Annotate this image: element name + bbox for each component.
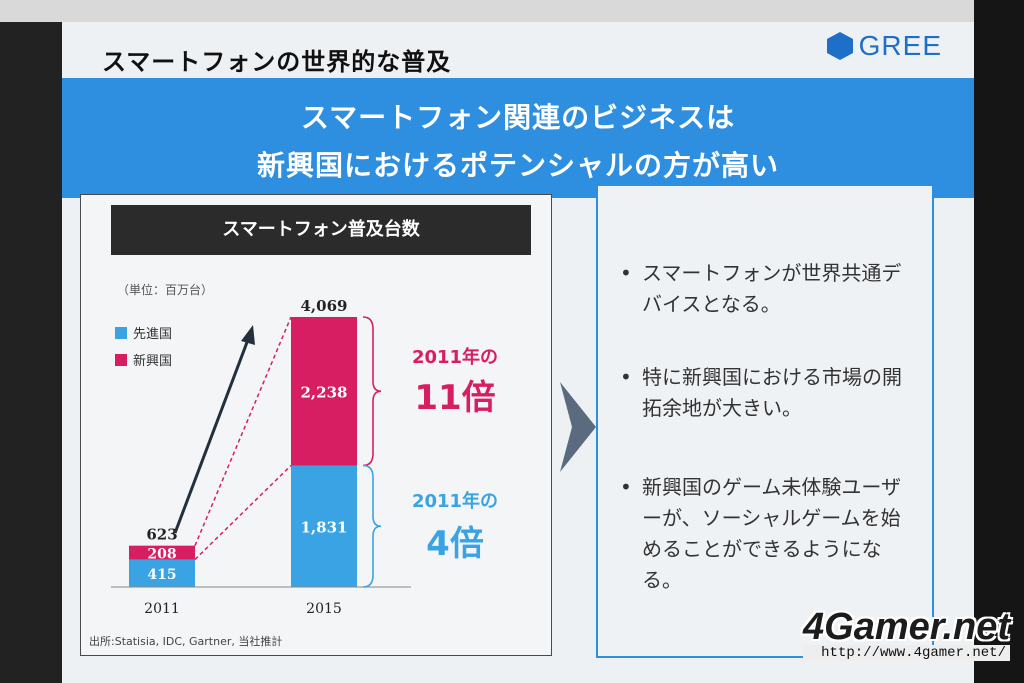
- connector-emerging-top: [194, 316, 292, 546]
- stacked-bar-chart: 415 208 623 2011 1,831 2,238 4,069 2015 2011年の 11…: [111, 297, 498, 617]
- bullet-panel: • スマートフォンが世界共通デバイスとなる。 • 特に新興国における市場の開拓余…: [596, 184, 934, 658]
- arrow-up-icon: [241, 325, 255, 345]
- annotation-developed-multiplier: 4倍: [426, 524, 484, 564]
- connector-emerging-bottom: [194, 464, 292, 560]
- bullet-text-1: スマートフォンが世界共通デバイスとなる。: [642, 261, 902, 316]
- data-label-developed-2011: 415: [147, 567, 176, 583]
- legend-label-emerging: 新興国: [133, 354, 173, 369]
- chart-panel: スマートフォン普及台数 （単位：百万台） 先進国 新興国 415 208 623 20…: [80, 194, 552, 656]
- annotation-emerging-prefix: 2011年の: [412, 346, 498, 368]
- headline-banner: スマートフォン関連のビジネスは 新興国におけるポテンシャルの方が高い: [62, 78, 974, 198]
- chart-title: スマートフォン普及台数: [111, 205, 531, 255]
- bullet-item-2: • 特に新興国における市場の開拓余地が大きい。: [620, 362, 912, 424]
- data-label-developed-2015: 1,831: [301, 518, 348, 536]
- bar-developed-2015: [291, 465, 357, 587]
- wall-left: [0, 22, 62, 683]
- bar-emerging-2011: [129, 545, 195, 560]
- watermark-url: http://www.4gamer.net/: [803, 645, 1010, 661]
- chart-source: 出所:Statisia, IDC, Gartner, 当社推計: [89, 635, 283, 648]
- legend-swatch-emerging: [115, 353, 127, 366]
- slide-title: スマートフォンの世界的な普及: [102, 48, 452, 76]
- total-label-2011: 623: [146, 526, 177, 544]
- wall-top: [0, 0, 1024, 22]
- data-label-emerging-2011: 208: [147, 547, 176, 563]
- bullet-text-3: 新興国のゲーム未体験ユーザーが、ソーシャルゲームを始めることができるようになる。: [642, 475, 901, 592]
- chevron-right-icon: [560, 382, 596, 472]
- bullet-text-2: 特に新興国における市場の開拓余地が大きい。: [642, 365, 902, 420]
- banner-line-2: 新興国におけるポテンシャルの方が高い: [256, 149, 779, 182]
- bullet-item-1: • スマートフォンが世界共通デバイスとなる。: [620, 258, 912, 320]
- legend-swatch-developed: [115, 326, 127, 339]
- legend-item-emerging: 新興国: [115, 350, 172, 369]
- x-tick-2011: 2011: [144, 601, 180, 617]
- annotation-emerging-multiplier: 11倍: [414, 378, 495, 418]
- brace-emerging: [362, 316, 382, 467]
- watermark-logo: 4Gamer.net: [803, 606, 1010, 648]
- legend-item-developed: 先進国: [115, 323, 172, 342]
- total-label-2015: 4,069: [301, 297, 348, 315]
- brace-developed: [362, 464, 382, 588]
- x-tick-2015: 2015: [306, 601, 342, 617]
- chart-legend: 先進国 新興国: [115, 323, 172, 377]
- annotation-developed-prefix: 2011年の: [412, 490, 498, 512]
- presentation-slide: スマートフォンの世界的な普及 GREE スマートフォン関連のビジネスは 新興国に…: [62, 22, 974, 683]
- bar-emerging-2015: [291, 317, 357, 466]
- bullet-dot: •: [620, 261, 632, 285]
- growth-arrow-line: [173, 336, 251, 534]
- wall-right: [974, 0, 1024, 683]
- bar-developed-2011: [129, 559, 195, 587]
- legend-label-developed: 先進国: [133, 327, 173, 342]
- banner-line-1: スマートフォン関連のビジネスは: [300, 101, 736, 134]
- bullet-dot: •: [620, 365, 632, 389]
- bullet-item-3: • 新興国のゲーム未体験ユーザーが、ソーシャルゲームを始めることができるようにな…: [620, 472, 912, 596]
- bullet-dot: •: [620, 475, 632, 499]
- hexagon-icon: [826, 32, 853, 60]
- data-label-emerging-2015: 2,238: [301, 383, 348, 401]
- site-watermark: 4Gamer.net http://www.4gamer.net/: [803, 606, 1010, 661]
- logo-text: GREE: [858, 30, 942, 61]
- chart-unit: （単位：百万台）: [117, 283, 214, 297]
- gree-logo: GREE: [826, 30, 942, 62]
